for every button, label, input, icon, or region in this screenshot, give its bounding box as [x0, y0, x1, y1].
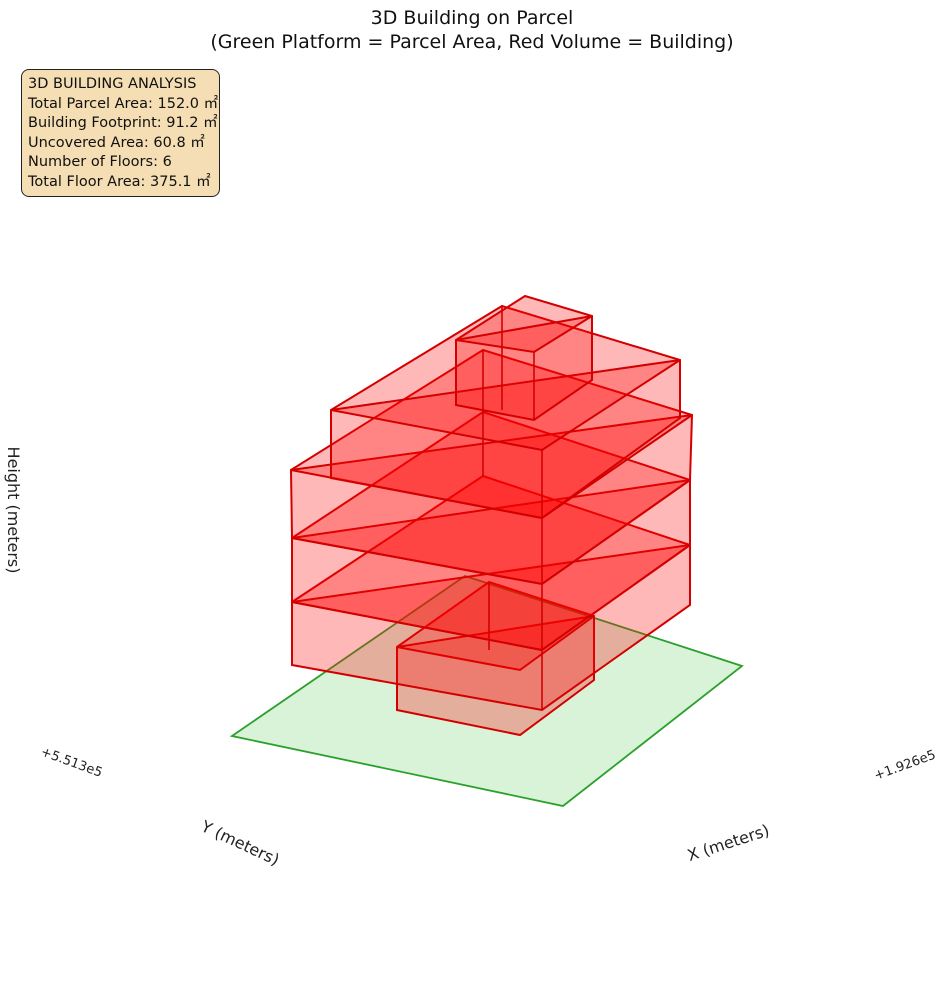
chart-title: 3D Building on Parcel — [370, 7, 574, 29]
x-offset-label: +1.926e5 — [872, 748, 938, 784]
x-tick-label: 45.0 — [0, 0, 14, 4]
y-tick-label: 56 — [0, 0, 8, 4]
parcel-platform — [229, 575, 744, 807]
x-tick-label: 42.5 — [0, 0, 14, 4]
x-tick-label: 47.5 — [0, 0, 14, 4]
x-tick-label: 35.0 — [0, 0, 14, 4]
y-offset-label: +5.513e5 — [39, 745, 105, 781]
x-axis-label: X (meters) — [685, 821, 772, 865]
x-tick-label: 32.5 — [0, 0, 14, 4]
z-axis-label: Height (meters) — [4, 447, 23, 574]
chart-subtitle: (Green Platform = Parcel Area, Red Volum… — [210, 31, 734, 53]
y-tick-label: 68 — [0, 0, 8, 4]
x-tick-label: 40.0 — [0, 0, 14, 4]
building-floor-6-top — [455, 315, 593, 354]
info-uncovered-area: Uncovered Area: 60.8 ㎡ — [28, 134, 205, 151]
y-tick-label: 58 — [0, 0, 8, 4]
info-box: 3D BUILDING ANALYSIS Total Parcel Area: … — [21, 69, 220, 197]
info-total-floor-area: Total Floor Area: 375.1 ㎡ — [28, 173, 211, 190]
y-tick-label: 62 — [0, 0, 8, 4]
building-floor-5-top — [330, 359, 681, 452]
y-tick-label: 64 — [0, 0, 8, 4]
building-floor-1-top — [396, 615, 595, 672]
info-parcel-area: Total Parcel Area: 152.0 ㎡ — [28, 95, 219, 112]
y-tick-label: 60 — [0, 0, 8, 4]
y-tick-label: 66 — [0, 0, 8, 4]
y-axis-label: Y (meters) — [197, 816, 282, 869]
info-building-footprint: Building Footprint: 91.2 ㎡ — [28, 115, 218, 131]
building-floor-6 — [455, 294, 593, 422]
x-tick-label: 50.0 — [0, 0, 14, 4]
info-number-of-floors: Number of Floors: 6 — [28, 154, 172, 170]
x-tick-label: 37.5 — [0, 0, 14, 4]
info-box-heading: 3D BUILDING ANALYSIS — [28, 76, 197, 92]
y-tick-label: 70 — [0, 0, 8, 4]
